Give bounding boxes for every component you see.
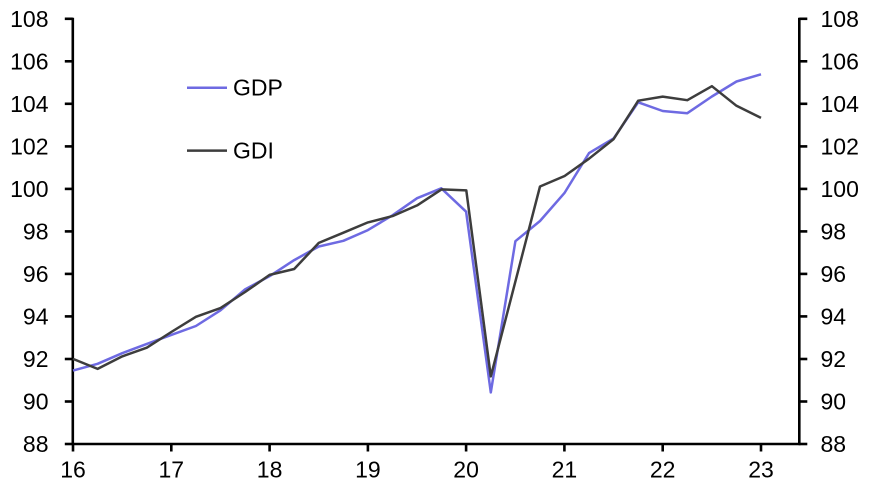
svg-text:102: 102 — [10, 134, 48, 160]
svg-text:90: 90 — [23, 389, 49, 415]
svg-text:88: 88 — [23, 431, 49, 457]
svg-text:96: 96 — [821, 261, 847, 287]
svg-text:94: 94 — [821, 304, 847, 330]
svg-text:108: 108 — [821, 6, 859, 32]
svg-text:106: 106 — [10, 48, 48, 74]
svg-text:22: 22 — [650, 457, 676, 483]
svg-text:100: 100 — [821, 176, 859, 202]
svg-text:GDI: GDI — [233, 138, 274, 164]
svg-text:104: 104 — [10, 91, 49, 117]
svg-text:106: 106 — [821, 48, 859, 74]
svg-text:16: 16 — [60, 457, 86, 483]
svg-text:96: 96 — [23, 261, 49, 287]
svg-text:90: 90 — [821, 389, 847, 415]
svg-text:104: 104 — [821, 91, 860, 117]
svg-text:98: 98 — [821, 219, 847, 245]
svg-text:19: 19 — [355, 457, 381, 483]
svg-text:21: 21 — [552, 457, 578, 483]
svg-text:98: 98 — [23, 219, 49, 245]
svg-text:94: 94 — [23, 304, 49, 330]
svg-text:20: 20 — [453, 457, 479, 483]
svg-text:102: 102 — [821, 134, 859, 160]
svg-text:GDP: GDP — [233, 75, 283, 101]
svg-text:88: 88 — [821, 431, 847, 457]
svg-text:108: 108 — [10, 6, 48, 32]
svg-text:17: 17 — [159, 457, 185, 483]
svg-text:18: 18 — [257, 457, 283, 483]
svg-text:92: 92 — [821, 346, 847, 372]
svg-text:23: 23 — [748, 457, 774, 483]
svg-text:92: 92 — [23, 346, 49, 372]
svg-text:100: 100 — [10, 176, 48, 202]
